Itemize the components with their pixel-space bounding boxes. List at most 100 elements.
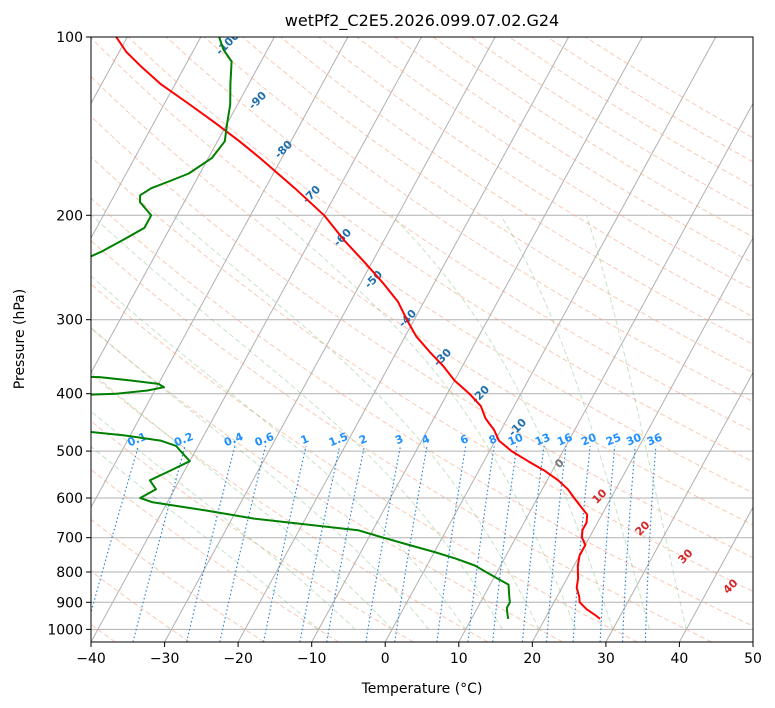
- moist-adiabat: [91, 371, 393, 630]
- mixing-ratio-line: [622, 445, 636, 642]
- mixing-ratio-label: 1: [299, 432, 311, 447]
- isotherm-line: [531, 236, 753, 642]
- dry-adiabat: [91, 239, 713, 642]
- x-tick-label: −30: [150, 651, 180, 667]
- temperature-profile-line: [115, 37, 601, 620]
- x-tick-label: 20: [523, 651, 541, 667]
- isotherm-line: [164, 37, 496, 642]
- mixing-ratio-label: 8: [487, 432, 499, 447]
- mixing-ratio-line: [326, 445, 365, 642]
- y-tick-label: 1000: [47, 622, 83, 638]
- x-tick-label: 30: [597, 651, 615, 667]
- mixing-ratio-line: [299, 445, 341, 642]
- mixing-ratio-line: [546, 445, 567, 642]
- x-tick-label: 10: [450, 651, 468, 667]
- mixing-ratio-line: [599, 445, 616, 642]
- y-tick-label: 700: [56, 531, 83, 547]
- moist-adiabat: [91, 410, 356, 630]
- mixing-ratio-label: 10: [506, 431, 525, 449]
- y-tick-label: 300: [56, 313, 83, 329]
- moist-adiabat: [172, 214, 540, 630]
- y-tick-label: 900: [56, 595, 83, 611]
- dry-adiabat: [280, 37, 753, 345]
- x-tick-label: −10: [297, 651, 327, 667]
- moist-adiabat: [391, 214, 614, 630]
- mixing-ratio-line: [467, 445, 495, 642]
- moist-adiabats: [91, 214, 687, 630]
- isotherm-line: [237, 37, 570, 642]
- moist-adiabat: [91, 326, 430, 630]
- dry-adiabat: [242, 37, 753, 374]
- mixing-ratio-line: [132, 445, 186, 642]
- x-tick-label: 40: [670, 651, 688, 667]
- moist-adiabat: [91, 275, 466, 630]
- sounding-profiles: [91, 37, 601, 620]
- isotherm-line: [91, 37, 275, 374]
- isotherm-line: [311, 37, 643, 642]
- dry-adiabat: [91, 115, 753, 559]
- mixing-ratio-label: 3: [393, 432, 405, 447]
- chart-title: wetPf2_C2E5.2026.099.07.02.G24: [285, 11, 559, 31]
- dewpoint-profile-line: [91, 37, 511, 620]
- mixing-ratio-label: 30: [624, 431, 643, 449]
- mixing-ratio-line: [186, 445, 236, 642]
- mixing-ratio-line: [262, 445, 307, 642]
- x-tick-label: 0: [381, 651, 390, 667]
- x-axis-label: Temperature (°C): [361, 681, 483, 697]
- mixing-ratio-line: [521, 445, 545, 642]
- isotherm-line: [91, 37, 422, 642]
- dry-adiabat: [91, 156, 753, 592]
- isotherm-line: [384, 37, 717, 642]
- dry-adiabat: [91, 283, 638, 642]
- isotherm-line: [458, 102, 753, 642]
- y-tick-label: 200: [56, 208, 83, 224]
- mixing-ratio-label: 2: [357, 432, 369, 447]
- dry-adiabat: [91, 75, 753, 526]
- y-tick-label: 500: [56, 444, 83, 460]
- pressure-gridlines: [91, 37, 753, 630]
- mixing-ratio-label: 13: [533, 431, 552, 449]
- plot-area: -100-90-80-70-60-50-40-30-20-10010203040…: [91, 37, 753, 642]
- mixing-ratio-line: [492, 445, 518, 642]
- moist-adiabat: [274, 214, 577, 630]
- dry-adiabat: [91, 518, 265, 642]
- y-tick-label: 400: [56, 387, 83, 403]
- mixing-ratio-line: [91, 445, 139, 615]
- isotherm-line: [605, 371, 753, 642]
- y-axis-label: Pressure (hPa): [12, 289, 28, 389]
- mixing-ratio-line: [365, 445, 402, 642]
- y-axis-ticks: 100 200 300 400 500 600 700 800 900 1000: [47, 30, 91, 638]
- mixing-ratio-label: 16: [555, 431, 574, 449]
- dry-adiabat: [91, 373, 489, 642]
- mixing-ratio-line: [219, 445, 267, 642]
- isotherm-line: [91, 37, 202, 240]
- mixing-ratio-label: 20: [579, 431, 598, 449]
- mixing-ratio-line: [394, 445, 428, 642]
- dry-adiabat: [91, 468, 340, 642]
- mixing-ratio-line: [644, 445, 657, 642]
- dry-adiabat: [91, 570, 190, 642]
- dry-adiabats: [91, 37, 753, 642]
- dry-adiabat: [91, 197, 753, 627]
- x-axis-ticks: −40 −30 −20 −10 0 10 20 30 40 50: [76, 642, 762, 667]
- mixing-ratio-line: [436, 445, 467, 642]
- x-tick-label: −20: [223, 651, 253, 667]
- isotherm-line: [678, 506, 753, 642]
- y-tick-label: 800: [56, 565, 83, 581]
- dry-adiabat: [127, 37, 753, 463]
- x-tick-label: −40: [76, 651, 106, 667]
- mixing-ratio-labels: 0.1 0.2 0.4 0.6 1 1.5 2 3 4 6 8 10 13 16 20 25 30 36: [126, 430, 665, 449]
- isotherm-lines: [91, 37, 753, 642]
- x-tick-label: 50: [744, 651, 762, 667]
- dry-adiabat: [91, 37, 753, 494]
- dry-adiabat: [91, 420, 414, 642]
- moist-adiabat: [500, 215, 650, 630]
- moist-adiabat: [586, 215, 687, 630]
- y-tick-label: 600: [56, 491, 83, 507]
- isotherm-line: [91, 37, 349, 509]
- mixing-ratio-label: 36: [645, 431, 664, 449]
- moist-adiabat: [91, 445, 319, 630]
- dry-adiabat: [204, 37, 753, 403]
